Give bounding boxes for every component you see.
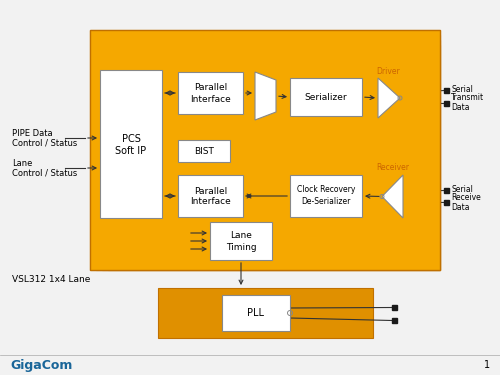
- Text: Lane: Lane: [12, 159, 32, 168]
- Bar: [90, 30, 440, 270]
- Text: GigaCom: GigaCom: [10, 358, 72, 372]
- Bar: [90, 30, 440, 270]
- Polygon shape: [255, 72, 276, 120]
- Text: Interface: Interface: [190, 94, 231, 104]
- Text: De-Serializer: De-Serializer: [302, 196, 350, 206]
- Bar: [178, 175, 243, 217]
- Text: Driver: Driver: [376, 66, 400, 75]
- Text: Data: Data: [451, 204, 469, 213]
- Text: Control / Status: Control / Status: [12, 168, 77, 177]
- Bar: [444, 200, 449, 205]
- Text: Parallel: Parallel: [194, 186, 227, 195]
- Text: Serializer: Serializer: [304, 93, 348, 102]
- Bar: [100, 70, 162, 218]
- Bar: [392, 318, 397, 323]
- Text: BIST: BIST: [194, 147, 214, 156]
- Text: 1: 1: [484, 360, 490, 370]
- Text: Parallel: Parallel: [194, 84, 227, 93]
- Text: VSL312 1x4 Lane: VSL312 1x4 Lane: [12, 276, 90, 285]
- Text: Timing: Timing: [226, 243, 256, 252]
- Bar: [222, 295, 290, 331]
- Bar: [290, 175, 362, 217]
- Bar: [444, 88, 449, 93]
- Bar: [158, 288, 373, 338]
- Text: Data: Data: [451, 104, 469, 112]
- Polygon shape: [382, 175, 403, 218]
- Bar: [96, 35, 440, 270]
- Text: Serial: Serial: [451, 84, 473, 93]
- Text: Clock Recovery: Clock Recovery: [297, 186, 355, 195]
- Bar: [108, 45, 440, 270]
- Bar: [444, 188, 449, 193]
- Text: PIPE Data: PIPE Data: [12, 129, 52, 138]
- Text: Receive: Receive: [451, 194, 481, 202]
- Polygon shape: [378, 78, 400, 118]
- Text: Lane: Lane: [230, 231, 252, 240]
- Bar: [290, 78, 362, 116]
- Bar: [444, 101, 449, 106]
- Text: Transmit: Transmit: [451, 93, 484, 102]
- Text: Serial: Serial: [451, 184, 473, 194]
- Bar: [102, 40, 440, 270]
- Text: PCS: PCS: [122, 134, 141, 144]
- Bar: [210, 222, 272, 260]
- Text: Soft IP: Soft IP: [116, 146, 146, 156]
- Bar: [178, 140, 230, 162]
- Bar: [392, 305, 397, 310]
- Text: Interface: Interface: [190, 198, 231, 207]
- Text: Receiver: Receiver: [376, 164, 410, 172]
- Bar: [178, 72, 243, 114]
- Text: Control / Status: Control / Status: [12, 138, 77, 147]
- Text: PLL: PLL: [248, 308, 264, 318]
